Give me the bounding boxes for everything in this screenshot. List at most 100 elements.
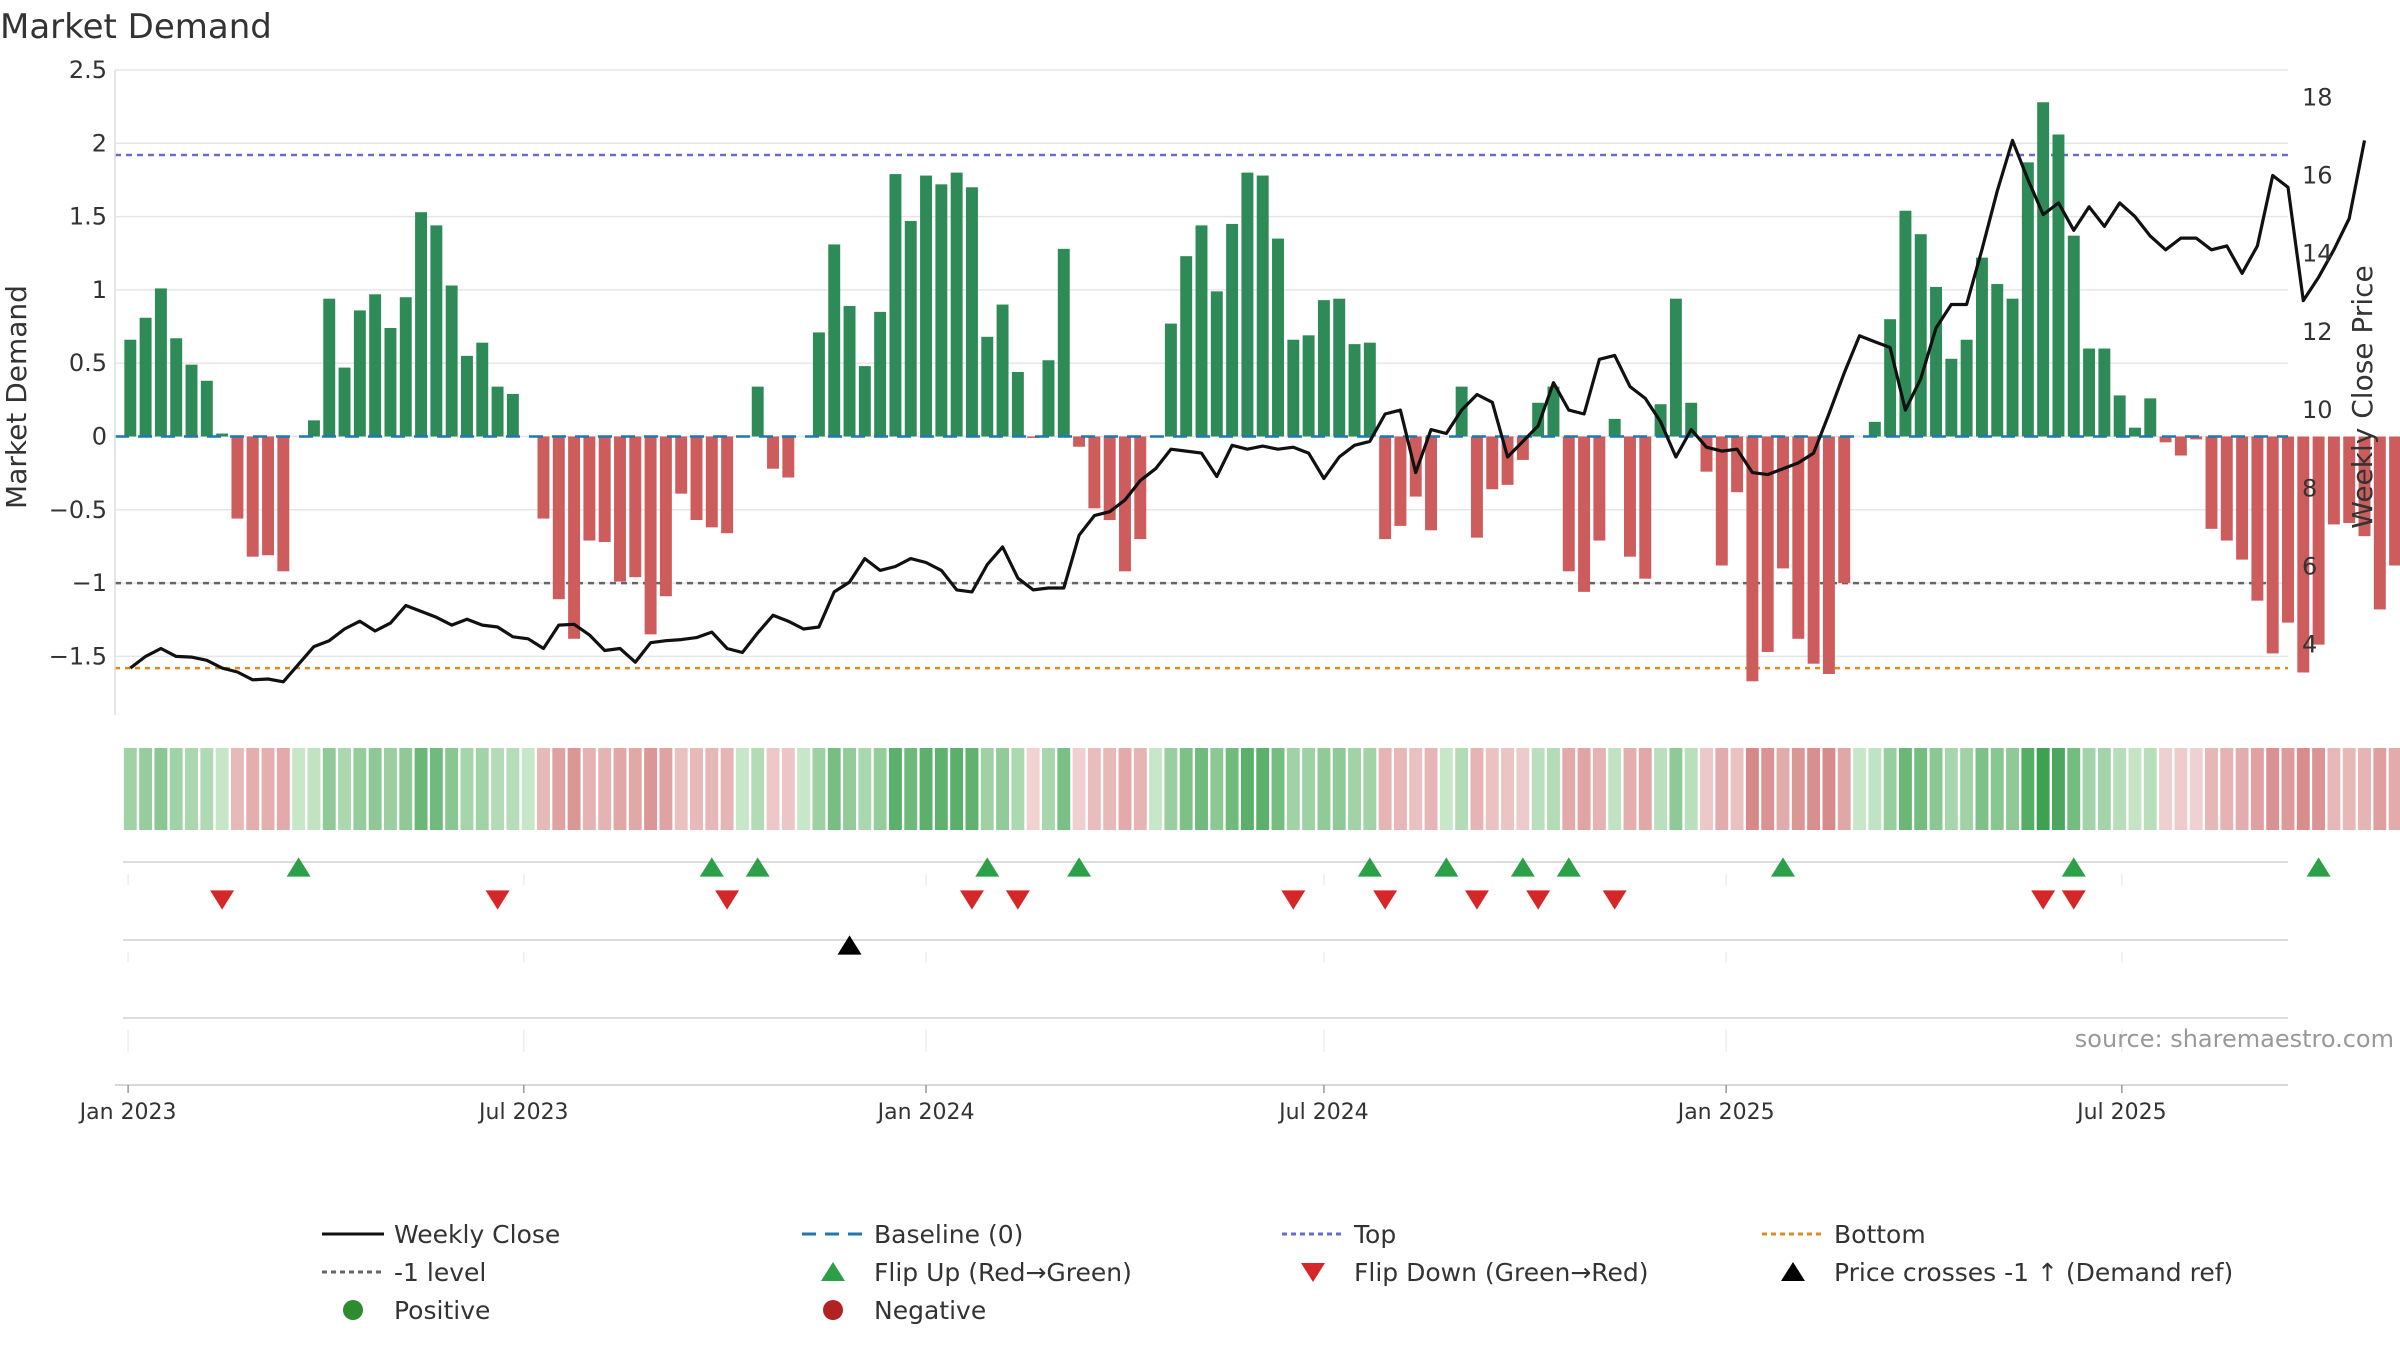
demand-bar [1287,339,1300,437]
source-note: source: sharemaestro.com [2075,1025,2394,1053]
heat-cell [1286,748,1300,830]
legend-swatch-positive [343,1300,363,1320]
demand-bar [583,436,596,541]
demand-bar [2006,298,2019,437]
demand-bar [1822,436,1835,674]
demand-bar [1884,319,1897,437]
demand-bar [1516,436,1529,460]
heat-cell [1409,748,1423,830]
heat-cell [154,748,168,830]
heat-cell [368,748,382,830]
heat-cell [2205,748,2218,830]
legend-label-minus-one: -1 level [394,1258,486,1287]
demand-bar [415,212,428,437]
demand-bar [1073,436,1086,447]
demand-bar [1945,358,1958,437]
heat-cell [139,748,153,830]
heat-cell [1271,748,1285,830]
x-tick-label: Jul 2023 [477,1100,569,1125]
heat-cell [1516,748,1530,830]
demand-bar [2327,436,2340,525]
demand-bar [323,298,336,437]
heat-cell [169,748,183,830]
demand-bar [2098,348,2111,437]
demand-bar [1700,436,1713,472]
legend: Weekly Close Baseline (0) Top Bottom -1 leve… [322,1220,2233,1325]
heat-cell [1256,748,1270,830]
event-panels [123,857,2331,1052]
flip-down-marker [1602,890,1627,910]
demand-bar [399,297,412,437]
heat-cell [644,748,658,830]
demand-bar [1088,436,1101,509]
demand-bar [384,328,397,437]
demand-bar [828,244,841,437]
demand-bar [920,175,933,437]
y2-tick-label: 18 [2302,83,2333,111]
demand-bar [1930,286,1943,437]
heat-cell [1042,748,1055,830]
demand-bar [216,433,229,437]
heat-cell [1363,748,1377,830]
demand-bar [476,342,489,437]
heat-cell [383,748,397,830]
heat-cell [322,748,336,830]
demand-bar [2373,436,2386,610]
demand-bar [721,436,734,534]
demand-bar [1578,436,1591,592]
heat-cell [965,748,979,830]
demand-heat-strip [123,748,2400,830]
demand-bar [2190,436,2203,440]
demand-bar [659,436,672,597]
demand-bar [950,172,963,437]
heat-cell [1026,748,1040,830]
heat-cell [2174,748,2188,830]
demand-bar [1838,436,1851,584]
demand-bar [1195,225,1208,437]
heat-cell [1898,748,1912,830]
heat-cell [2189,748,2203,830]
legend-label-close: Weekly Close [394,1220,560,1249]
demand-bar [2358,436,2371,537]
heat-cell [1378,748,1392,830]
price-cross-marker [837,935,862,955]
heat-cell [261,748,275,830]
heat-cell [1960,748,1974,830]
heat-cell [2373,748,2387,830]
heat-cell [2097,748,2111,830]
heat-cell [705,748,719,830]
demand-bar [2037,102,2050,437]
flip-down-marker [1373,890,1398,910]
heat-cell [215,748,229,830]
demand-bar [1562,436,1575,572]
demand-bar [1547,386,1560,437]
heat-cell [399,748,413,830]
flip-up-marker [1434,857,1459,877]
heat-cell [491,748,505,830]
heat-cell [2220,748,2234,830]
heat-cell [904,748,918,830]
y-tick-label: −1 [72,569,107,597]
heat-cell [2021,748,2035,830]
y-tick-label: 2 [92,129,107,157]
heat-cell [827,748,841,830]
demand-bar [1975,257,1988,437]
demand-bar [537,436,550,519]
heat-cell [659,748,673,830]
flip-down-marker [2061,890,2086,910]
demand-bar [1914,234,1927,437]
flip-down-marker [2031,890,2056,910]
demand-bar [1792,436,1805,639]
heat-cell [2052,748,2065,830]
demand-bar [185,364,198,437]
heat-cell [1944,748,1958,830]
heat-cell [766,748,780,830]
heat-cell [506,748,520,830]
x-tick-label: Jan 2025 [1676,1100,1775,1125]
demand-bar [705,436,718,528]
y2-tick-label: 14 [2302,240,2333,268]
demand-bar [277,436,290,572]
heat-cell [2281,748,2295,830]
heat-cell [781,748,795,830]
demand-bar [629,436,642,578]
